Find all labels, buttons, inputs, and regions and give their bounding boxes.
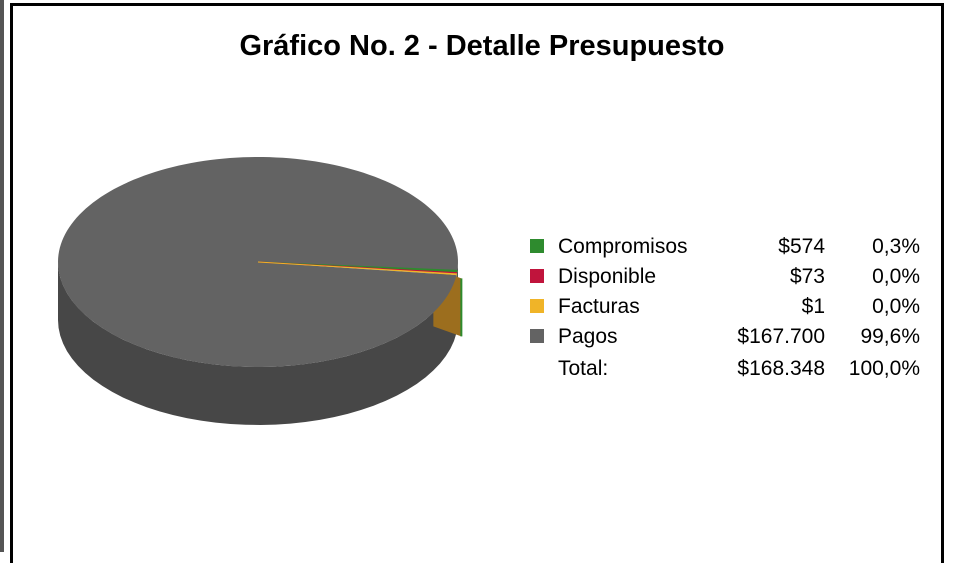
legend-percent: 0,3%: [820, 232, 920, 262]
legend-percent: 0,0%: [820, 292, 920, 322]
legend-swatch: [530, 239, 544, 253]
legend-swatch: [530, 269, 544, 283]
legend-label: Pagos: [558, 322, 618, 352]
legend-swatch: [530, 329, 544, 343]
pie-slice-pagos: [58, 157, 458, 367]
total-percent: 100,0%: [820, 354, 920, 384]
legend-value: $167.700: [710, 322, 825, 352]
legend-value: $1: [710, 292, 825, 322]
legend-value: $73: [710, 262, 825, 292]
legend-label: Compromisos: [558, 232, 688, 262]
legend-label: Disponible: [558, 262, 656, 292]
total-value: $168.348: [710, 354, 825, 384]
legend-label: Facturas: [558, 292, 640, 322]
legend-percent: 0,0%: [820, 262, 920, 292]
pie-top: [58, 157, 458, 367]
legend-value: $574: [710, 232, 825, 262]
total-label: Total:: [558, 354, 608, 384]
legend-percent: 99,6%: [820, 322, 920, 352]
legend-swatch: [530, 299, 544, 313]
